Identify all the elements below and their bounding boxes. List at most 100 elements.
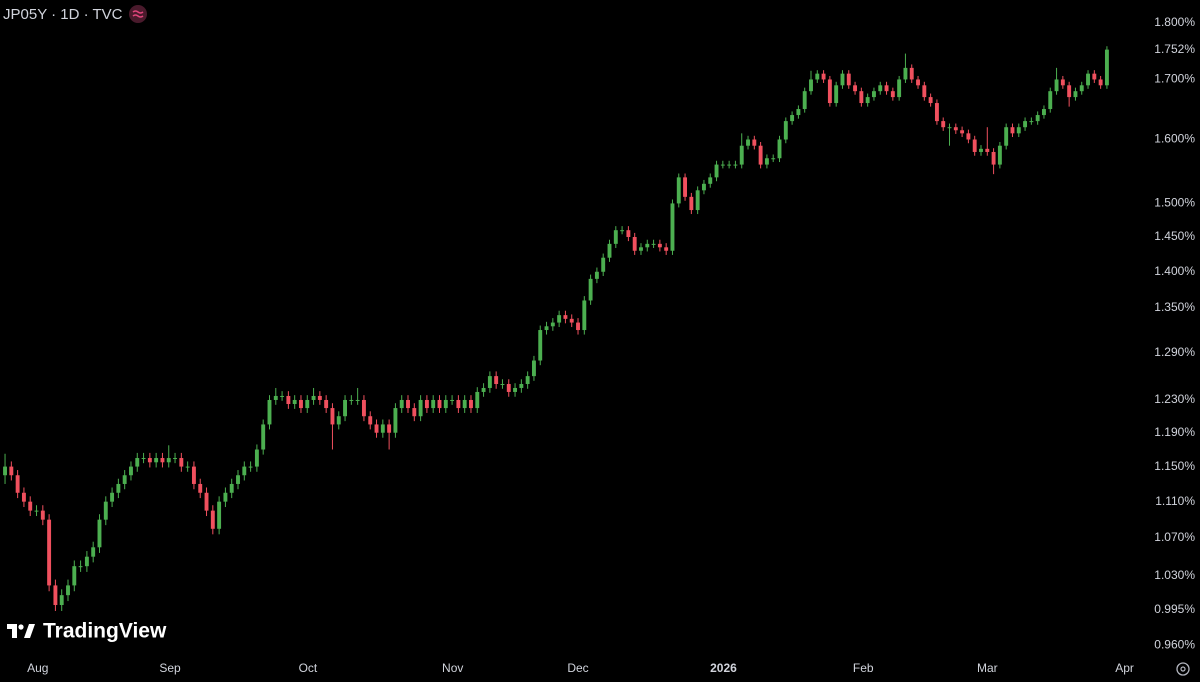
candle-body	[349, 399, 354, 401]
candle-body	[727, 164, 732, 166]
candle-body	[620, 230, 625, 232]
candle-body	[1010, 127, 1015, 134]
candle-body	[368, 416, 373, 425]
candle-body	[689, 196, 694, 211]
candle-body	[267, 399, 272, 425]
candle-body	[708, 177, 713, 184]
candle-body	[1048, 91, 1053, 110]
candle-body	[1079, 85, 1084, 92]
candle-body	[670, 203, 675, 251]
candle-body	[154, 458, 159, 463]
candle-body	[815, 73, 820, 80]
candle-body	[834, 85, 839, 104]
candle-body	[406, 399, 410, 409]
candle-body	[758, 145, 763, 165]
candle-body	[657, 243, 662, 248]
candle-body	[173, 458, 177, 460]
candle-body	[752, 139, 757, 146]
candle-body	[469, 399, 473, 409]
x-tick-label: Oct	[299, 661, 318, 675]
candle-body	[588, 278, 593, 301]
candle-body	[928, 97, 933, 104]
y-tick-label: 1.190%	[1154, 425, 1195, 439]
y-tick-label: 1.030%	[1154, 568, 1195, 582]
candle-body	[544, 326, 549, 331]
candle-body	[960, 130, 965, 134]
candle-body	[166, 458, 171, 463]
candle-body	[676, 177, 681, 204]
candle-body	[576, 322, 580, 331]
y-tick-label: 1.070%	[1154, 530, 1195, 544]
candle-body	[393, 408, 398, 433]
candle-body	[613, 230, 618, 244]
candle-body	[122, 475, 127, 484]
candle-body	[1092, 73, 1097, 80]
candle-body	[141, 458, 146, 460]
candle-body	[487, 376, 492, 388]
candle-body	[934, 103, 939, 122]
candle-body	[330, 408, 335, 425]
candle-body	[91, 547, 96, 557]
y-tick-label: 1.400%	[1154, 264, 1195, 278]
candle-body	[531, 360, 536, 377]
candle-body	[204, 492, 209, 511]
candle-body	[273, 395, 278, 400]
candle-body	[890, 91, 895, 98]
candle-body	[821, 73, 826, 80]
y-tick-label: 1.150%	[1154, 459, 1195, 473]
candle-body	[632, 237, 637, 251]
candle-body	[771, 158, 776, 160]
candle-body	[607, 243, 612, 258]
candle-body	[538, 330, 543, 361]
candle-body	[135, 458, 140, 467]
y-tick-label: 1.800%	[1154, 15, 1195, 29]
candle-body	[380, 424, 385, 433]
candle-body	[714, 164, 719, 178]
candle-body	[557, 315, 562, 323]
candle-body	[846, 73, 851, 86]
y-tick-label: 0.960%	[1154, 638, 1195, 652]
candle-body	[1029, 121, 1034, 123]
candle-body	[840, 73, 845, 86]
candle-body	[317, 395, 322, 400]
candle-body	[878, 85, 883, 92]
candle-body	[1104, 49, 1109, 86]
candle-body	[764, 158, 769, 165]
last-price-label: 1.752%	[1154, 42, 1195, 56]
candle-body	[72, 566, 77, 586]
candle-body	[1098, 79, 1103, 86]
candle-body	[261, 424, 266, 450]
candle-body	[1060, 79, 1065, 86]
settings-icon[interactable]	[1176, 662, 1190, 676]
candle-body	[305, 399, 310, 409]
candle-body	[355, 399, 360, 401]
candle-body	[147, 458, 152, 463]
x-tick-label: Sep	[159, 661, 181, 675]
candle-body	[15, 475, 20, 493]
candle-body	[475, 391, 480, 409]
candle-body	[110, 492, 115, 502]
candle-body	[1054, 79, 1059, 92]
candle-body	[437, 399, 442, 409]
candle-body	[790, 115, 795, 122]
candle-body	[198, 483, 203, 493]
candle-body	[361, 399, 366, 417]
candle-body	[254, 449, 259, 467]
candle-body	[853, 85, 858, 92]
candle-body	[84, 556, 89, 567]
source-icon	[129, 5, 147, 23]
candle-body	[1016, 127, 1021, 134]
candle-body	[626, 230, 631, 238]
candle-body	[720, 164, 725, 166]
x-tick-label: Mar	[977, 661, 998, 675]
candle-body	[59, 595, 64, 606]
y-tick-label: 1.500%	[1154, 196, 1195, 210]
candle-body	[865, 97, 870, 104]
candle-body	[733, 164, 738, 166]
candle-body	[236, 475, 240, 484]
candle-body	[695, 190, 700, 211]
candle-body	[229, 483, 234, 493]
y-tick-label: 0.995%	[1154, 602, 1195, 616]
